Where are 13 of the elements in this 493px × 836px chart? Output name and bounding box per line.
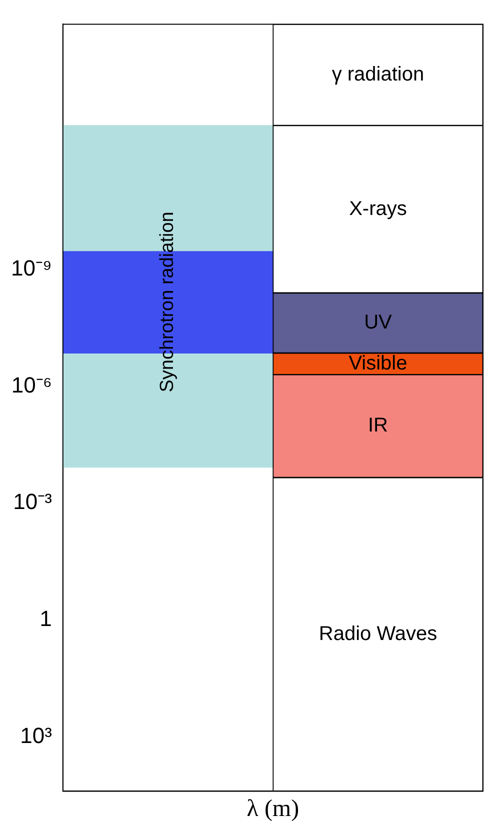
- y-tick-label: 10⁻⁶: [11, 372, 52, 398]
- y-tick-label: 10⁻⁹: [10, 256, 52, 281]
- x-axis-title: λ (m): [246, 796, 300, 822]
- y-tick-label: 10⁻³: [13, 489, 52, 514]
- series-label: Synchrotron radiation: [157, 212, 178, 392]
- series-label: IR: [368, 414, 388, 437]
- series-label: UV: [364, 312, 393, 334]
- series-label: Radio Waves: [318, 622, 438, 645]
- y-tick-label: 1: [40, 606, 52, 632]
- series-label: Visible: [348, 352, 408, 374]
- series-label: γ radiation: [332, 63, 424, 86]
- series-label: X-rays: [349, 198, 407, 220]
- y-tick-label: 10³: [20, 722, 52, 748]
